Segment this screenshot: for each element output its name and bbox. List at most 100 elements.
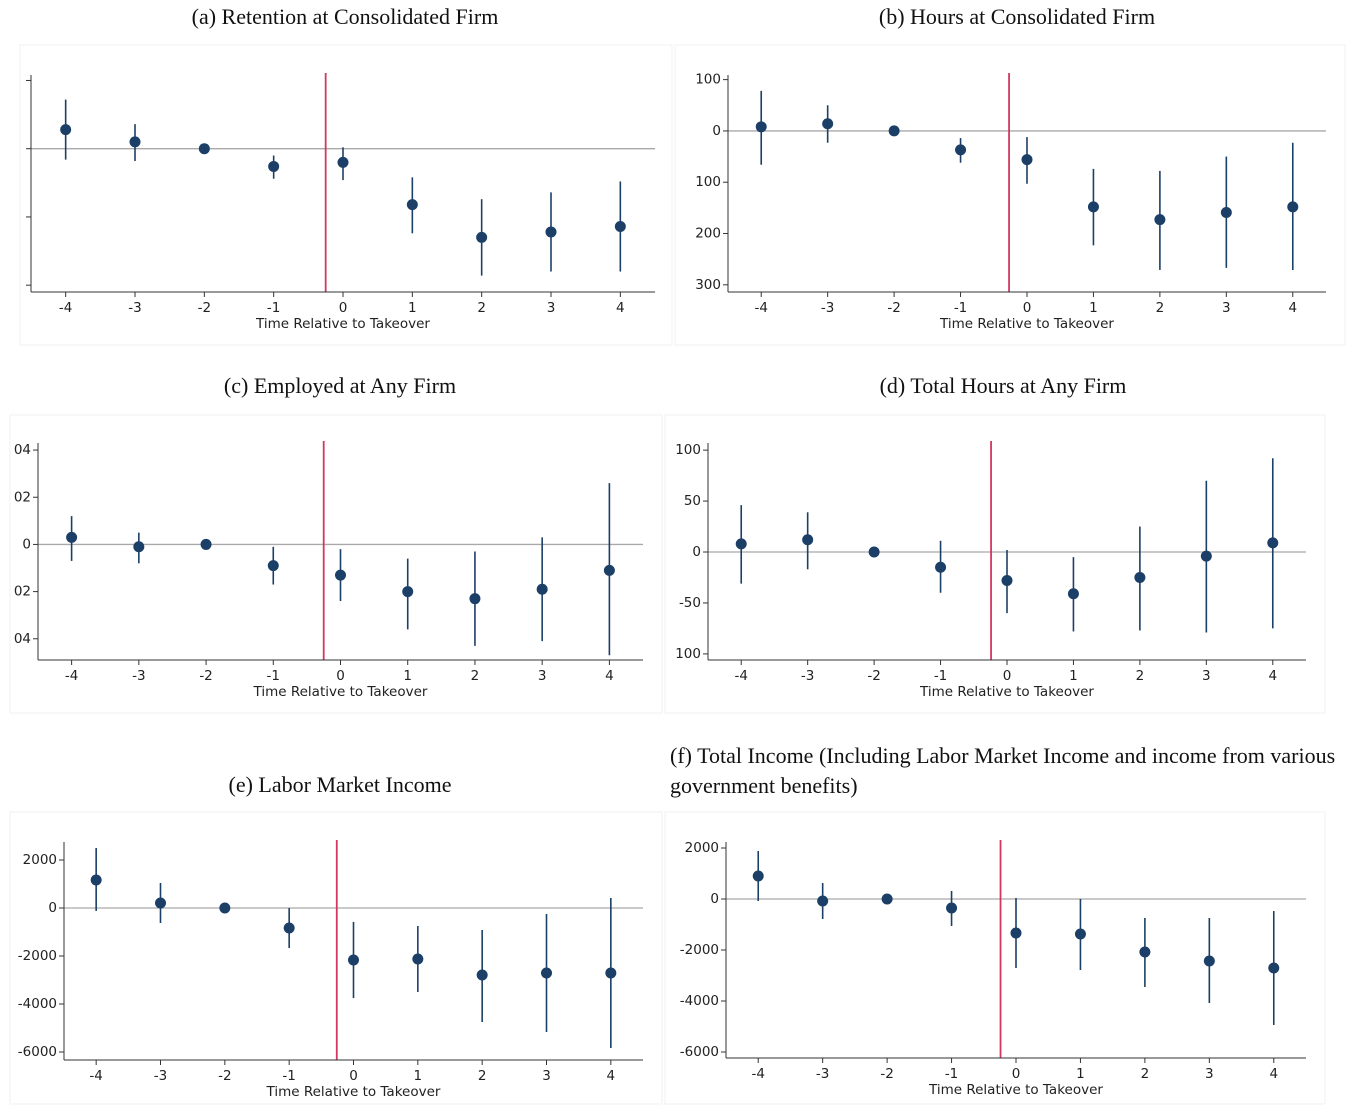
x-tick-label: -4 [734,668,747,684]
point [1203,955,1215,967]
y-tick-label: -4000 [680,993,719,1009]
point [348,954,359,966]
point [817,895,829,907]
y-tick-label: 04 [14,631,31,647]
point [198,143,210,155]
x-tick-label: -3 [816,1066,829,1082]
point [735,538,747,550]
x-tick-label: -4 [89,1068,102,1084]
point [868,546,880,558]
x-axis-label: Time Relative to Takeover [919,684,1094,700]
x-tick-label: -4 [751,1066,764,1082]
x-tick-label: 3 [1205,1066,1214,1082]
x-tick-label: 2 [477,300,486,316]
x-tick-label: 0 [1003,668,1012,684]
x-tick-label: 4 [1288,300,1297,316]
x-tick-label: -1 [267,668,280,684]
x-tick-label: -3 [154,1068,167,1084]
point [90,874,102,886]
point [1010,927,1022,939]
y-tick-label: 0 [710,891,719,907]
x-tick-label: 2 [1156,300,1165,316]
x-tick-label: 1 [403,668,412,684]
y-tick-label: 50 [684,493,701,509]
y-tick-label: 04 [14,442,31,458]
y-tick-label: 0 [692,544,701,560]
panel-frame [664,811,1326,1105]
x-tick-label: 3 [1222,300,1231,316]
x-tick-label: -1 [282,1068,295,1084]
x-tick-label: 3 [1202,668,1211,684]
x-tick-label: 4 [1269,1066,1278,1082]
point [476,969,488,981]
x-tick-label: -4 [59,300,72,316]
point [1200,550,1212,562]
point [755,121,767,133]
point [412,953,424,965]
y-tick-label: -2000 [18,948,57,964]
point [200,538,212,550]
x-tick-label: 0 [1023,300,1032,316]
point [541,967,552,979]
panel-frame [9,811,663,1105]
x-tick-label: -4 [65,668,78,684]
x-tick-label: 3 [547,300,556,316]
x-tick-label: 2 [1136,668,1145,684]
point [1067,588,1079,600]
y-tick-label: -2000 [680,942,719,958]
y-tick-label: -50 [679,595,701,611]
point [406,199,418,211]
x-axis-label: Time Relative to Takeover [255,316,430,332]
x-tick-label: 2 [471,668,480,684]
x-tick-label: -2 [218,1068,231,1084]
x-axis-label: Time Relative to Takeover [939,316,1114,332]
point [935,561,947,573]
x-tick-label: 3 [542,1068,551,1084]
x-tick-label: 3 [538,668,547,684]
x-tick-label: 4 [616,300,625,316]
chart-title: (c) Employed at Any Firm [223,373,457,398]
x-tick-label: -1 [954,300,967,316]
x-tick-label: -3 [128,300,141,316]
point [614,220,626,232]
chart-title: (a) Retention at Consolidated Firm [191,4,499,29]
point [1021,154,1033,166]
x-axis-label: Time Relative to Takeover [266,1084,441,1100]
point [605,967,617,979]
x-tick-label: -3 [801,668,814,684]
x-tick-label: 1 [414,1068,423,1084]
point [219,902,231,914]
point [603,564,615,576]
panel-frame [664,414,1326,714]
point [1268,962,1280,974]
point [268,160,280,172]
x-tick-label: 1 [1076,1066,1085,1082]
point [66,531,78,543]
point [267,560,279,572]
point [536,583,548,595]
x-tick-label: -1 [945,1066,958,1082]
point [881,893,893,905]
chart-title: (e) Labor Market Income [228,772,452,797]
y-tick-label: 2000 [685,840,719,856]
point [752,870,764,882]
x-tick-label: -2 [887,300,900,316]
chart-title: (d) Total Hours at Any Firm [879,373,1127,398]
y-tick-label: 2000 [23,852,57,868]
x-axis-label: Time Relative to Takeover [928,1082,1103,1098]
y-tick-label: 100 [695,72,721,88]
y-tick-label: -4000 [18,996,57,1012]
x-tick-label: 4 [605,668,614,684]
point [476,231,488,243]
x-tick-label: 0 [339,300,348,316]
x-tick-label: 1 [408,300,417,316]
point [402,586,414,598]
x-tick-label: -4 [754,300,767,316]
x-tick-label: -2 [867,668,880,684]
panel-frame [9,414,663,714]
chart-title: (b) Hours at Consolidated Firm [878,4,1156,29]
y-tick-label: -6000 [18,1044,57,1060]
point [955,144,967,156]
x-tick-label: 0 [1012,1066,1021,1082]
